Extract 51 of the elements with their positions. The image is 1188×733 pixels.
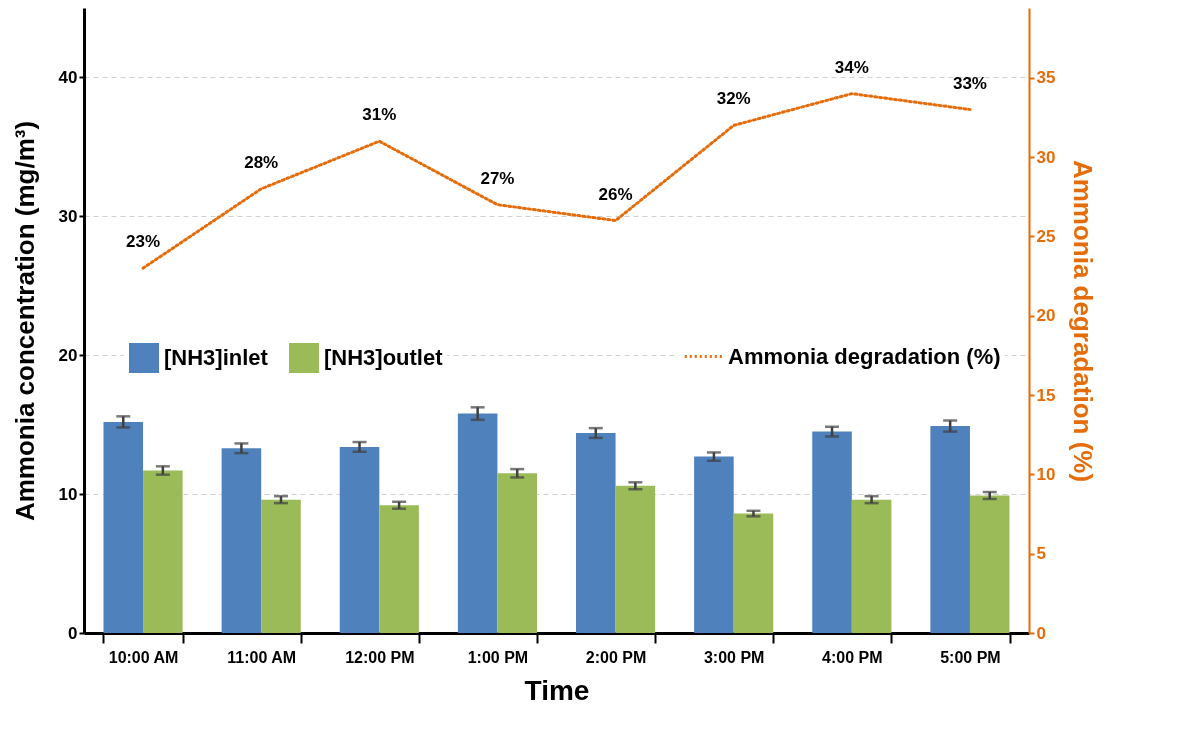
bar (103, 421, 144, 633)
y-tick-label: 10 (58, 484, 78, 504)
x-tick-label: 5:00 PM (940, 648, 1001, 666)
data-label: 26% (598, 184, 633, 204)
bar (261, 499, 301, 633)
x-axis-title: Time (524, 674, 590, 706)
data-label: 31% (362, 105, 397, 125)
bar (733, 513, 774, 633)
legend-label: [NH3]outlet (324, 345, 444, 370)
bar (930, 426, 970, 633)
bar (694, 456, 734, 633)
bar (143, 470, 183, 633)
data-label: 34% (834, 57, 869, 77)
x-tick-label: 4:00 PM (822, 648, 883, 666)
y2-tick-label: 25 (1036, 226, 1056, 246)
y-tick-label: 20 (58, 345, 78, 365)
y-tick-label: 30 (58, 206, 78, 226)
y2-tick-label: 20 (1036, 306, 1056, 326)
data-label: 23% (126, 232, 161, 252)
bar (379, 505, 419, 633)
bar (615, 485, 656, 633)
x-tick-label: 11:00 AM (227, 648, 297, 666)
bar (851, 499, 892, 633)
x-tick-label: 10:00 AM (108, 648, 179, 666)
data-label: 27% (480, 168, 515, 188)
bar (575, 433, 616, 633)
bar (812, 431, 852, 633)
legend-label: [NH3]inlet (164, 345, 269, 370)
y-axis-title: Ammonia concentration (mg/m³) (9, 120, 40, 522)
y2-tick-label: 35 (1036, 68, 1056, 88)
x-tick-label: 2:00 PM (585, 648, 647, 666)
y2-tick-label: 30 (1036, 147, 1056, 167)
legend-label: Ammonia degradation (%) (728, 343, 1001, 369)
data-label: 28% (244, 152, 279, 172)
y2-tick-label: 10 (1036, 464, 1056, 484)
y2-tick-label: 15 (1036, 385, 1056, 405)
bar (339, 446, 380, 633)
bar (969, 495, 1010, 633)
y-tick-label: 40 (58, 67, 78, 87)
y2-tick-label: 0 (1036, 623, 1046, 643)
y2-tick-label: 5 (1036, 544, 1046, 564)
data-label: 32% (716, 89, 751, 109)
y2-axis-title: Ammonia degradation (%) (1068, 159, 1099, 483)
x-tick-label: 3:00 PM (703, 648, 765, 666)
x-tick-label: 1:00 PM (467, 648, 529, 666)
x-tick-label: 12:00 PM (345, 648, 415, 666)
data-label: 33% (952, 73, 987, 93)
bar (221, 448, 262, 633)
bar (497, 473, 538, 633)
y-tick-label: 0 (68, 623, 78, 643)
bar (457, 413, 498, 633)
